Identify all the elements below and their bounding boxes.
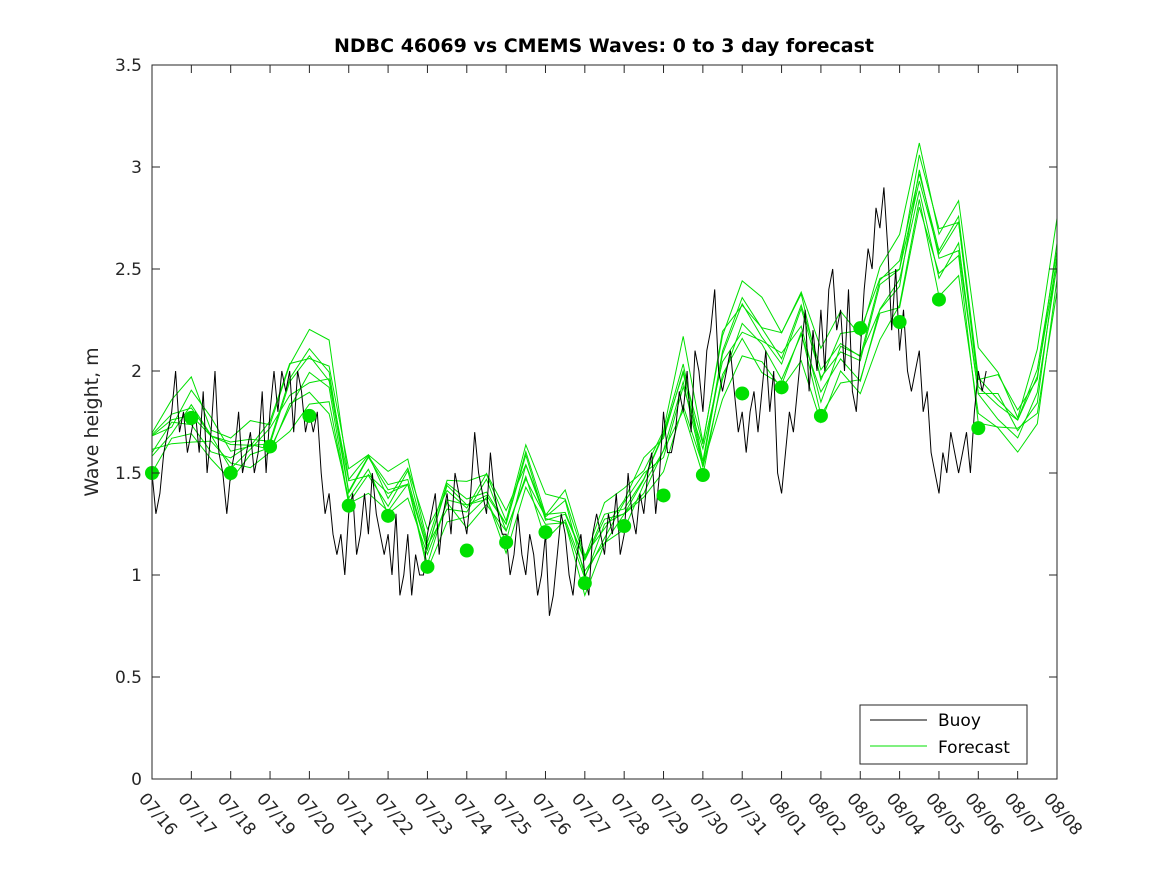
forecast-marker [341, 498, 356, 513]
y-axis-ticks: 0 0.5 1 1.5 2 2.5 3 3.5 [115, 56, 1057, 790]
forecast-line-7 [151, 173, 1058, 561]
forecast-marker [971, 421, 986, 436]
y-tick-label: 1.5 [115, 464, 142, 484]
forecast-marker [459, 543, 474, 558]
forecast-marker [381, 508, 396, 523]
legend-box [859, 704, 1028, 765]
legend: Buoy Forecast [859, 704, 1028, 765]
y-tick-label: 3.5 [115, 56, 142, 76]
buoy-series-line [151, 187, 987, 616]
forecast-marker [184, 410, 199, 425]
y-tick-label: 3 [131, 158, 142, 178]
forecast-lines [151, 142, 1058, 598]
forecast-markers [145, 292, 986, 591]
forecast-marker [577, 576, 592, 591]
y-tick-label: 2.5 [115, 260, 142, 280]
y-tick-label: 1 [131, 566, 142, 586]
forecast-marker [420, 559, 435, 574]
y-axis-label: Wave height, m [81, 347, 103, 496]
forecast-marker [892, 315, 907, 330]
forecast-line-5 [151, 199, 1058, 598]
axes-box [151, 64, 1058, 780]
y-tick-label: 0.5 [115, 668, 142, 688]
chart-title: NDBC 46069 vs CMEMS Waves: 0 to 3 day fo… [334, 35, 874, 57]
forecast-marker [695, 468, 710, 483]
forecast-marker [813, 408, 828, 423]
forecast-marker [617, 519, 632, 534]
legend-forecast-label: Forecast [938, 738, 1010, 758]
forecast-marker [223, 466, 238, 480]
forecast-marker [302, 408, 317, 423]
forecast-marker [931, 292, 946, 307]
y-tick-label: 2 [131, 362, 142, 382]
forecast-marker [735, 386, 750, 401]
forecast-marker [853, 321, 868, 336]
forecast-marker [499, 535, 514, 550]
buoy-line [151, 187, 987, 616]
forecast-marker [774, 380, 789, 395]
forecast-line-4 [151, 169, 1058, 578]
forecast-marker [263, 439, 278, 454]
forecast-marker [656, 488, 671, 503]
plot-area [152, 65, 1057, 779]
forecast-line-6 [151, 142, 1058, 560]
y-tick-label: 0 [131, 770, 142, 790]
forecast-marker [538, 525, 553, 540]
legend-buoy-label: Buoy [938, 711, 981, 731]
forecast-line-1 [151, 180, 1058, 562]
